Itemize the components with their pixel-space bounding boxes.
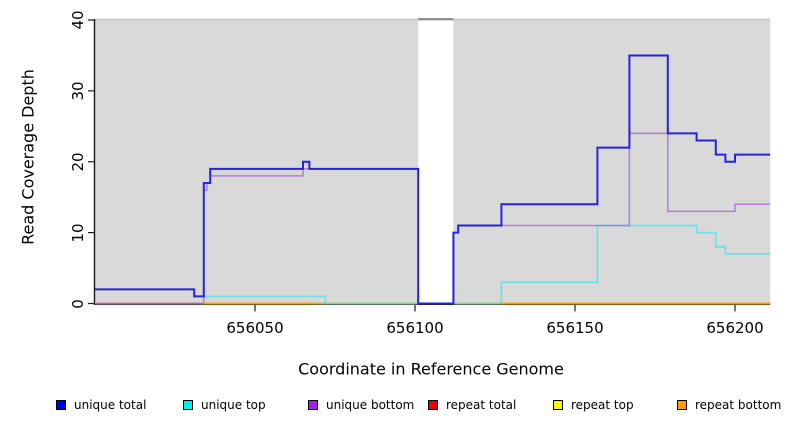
no-data-band xyxy=(418,18,454,304)
y-tick-label: 30 xyxy=(69,81,87,101)
legend-swatch-icon xyxy=(308,400,318,410)
legend-label: repeat top xyxy=(571,398,634,412)
legend-label: unique bottom xyxy=(326,398,415,412)
x-tick-label: 656100 xyxy=(386,319,444,337)
legend-swatch-icon xyxy=(553,400,563,410)
legend-label: unique total xyxy=(74,398,147,412)
y-tick-label: 20 xyxy=(69,152,87,172)
legend-item-unique-bottom: unique bottom xyxy=(308,398,414,412)
legend-label: repeat bottom xyxy=(695,398,782,412)
legend-item-repeat-bottom: repeat bottom xyxy=(677,398,781,412)
y-tick-label: 0 xyxy=(69,298,87,309)
series-lines xyxy=(95,54,771,305)
series-unique-total xyxy=(95,54,771,305)
series-unique-top xyxy=(95,224,771,305)
legend-label: unique top xyxy=(201,398,266,412)
legend-swatch-icon xyxy=(183,400,193,410)
legend-swatch-icon xyxy=(677,400,687,410)
legend-item-repeat-total: repeat total xyxy=(428,398,516,412)
x-tick-label: 656200 xyxy=(706,319,764,337)
legend-swatch-icon xyxy=(428,400,438,410)
y-tick-label: 40 xyxy=(69,10,87,30)
legend-item-unique-total: unique total xyxy=(56,398,146,412)
x-tick-label: 656150 xyxy=(546,319,604,337)
legend-label: repeat total xyxy=(446,398,517,412)
x-tick-label: 656050 xyxy=(226,319,284,337)
legend-item-unique-top: unique top xyxy=(183,398,266,412)
legend-item-repeat-top: repeat top xyxy=(553,398,634,412)
legend-swatch-icon xyxy=(56,400,66,410)
y-tick-label: 10 xyxy=(69,223,87,243)
y-axis-title: Read Coverage Depth xyxy=(18,69,38,245)
x-axis-title: Coordinate in Reference Genome xyxy=(298,359,564,379)
